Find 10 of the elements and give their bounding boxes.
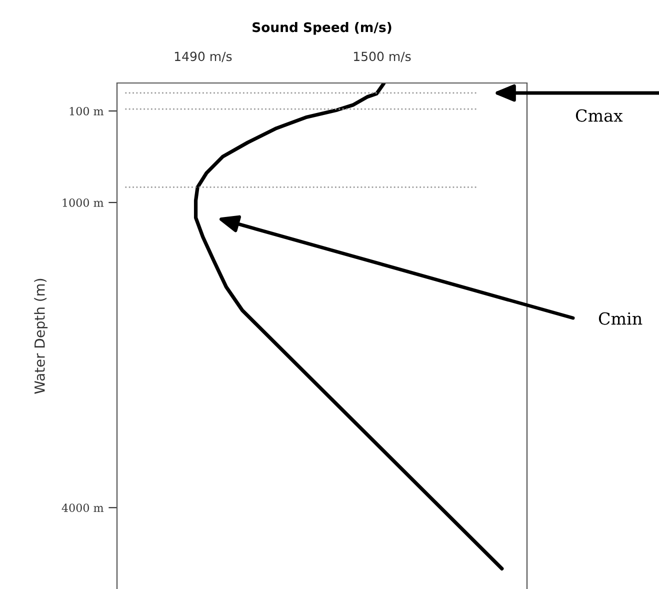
y-axis-title: Water Depth (m) [34,278,48,394]
x-tick-label: 1500 m/s [354,52,411,62]
y-tick-label: 1000 m [62,198,104,207]
x-tick-label: 1490 m/s [174,52,232,62]
x-axis-title: Sound Speed (m/s) [252,22,392,35]
text: Cmax [576,109,623,122]
y-tick-label: 100 m [70,106,104,116]
y-tick-label: 4000 m [62,504,104,512]
text: Cmin [598,312,642,325]
line-series [194,83,504,570]
